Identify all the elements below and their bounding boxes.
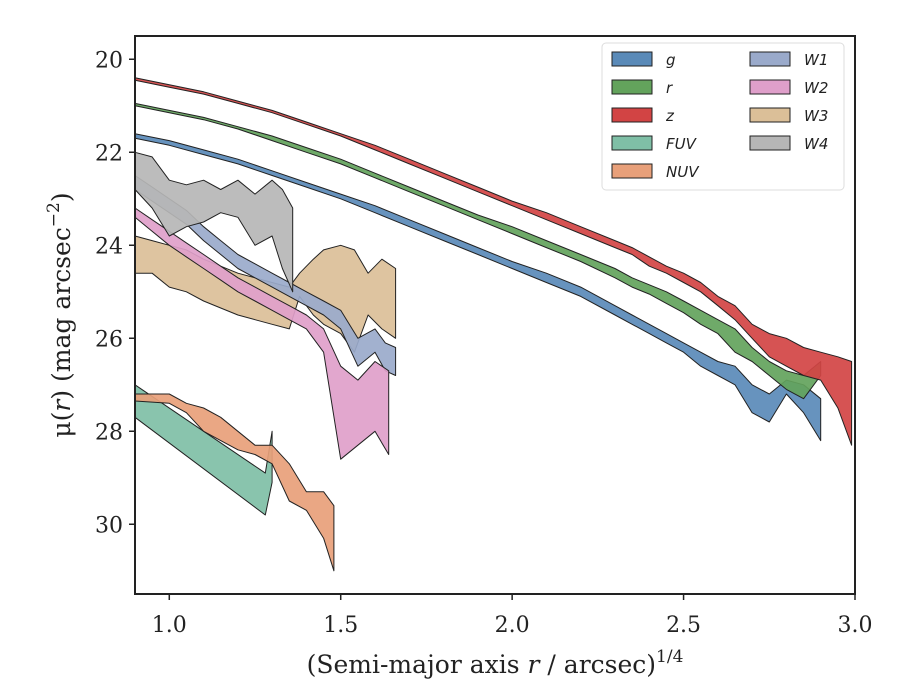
legend-label-r: r <box>666 79 673 97</box>
data-bands <box>134 77 853 572</box>
y-axis-label: μ(r) (mag arcsec−2) <box>44 192 76 437</box>
legend-label-nuv: NUV <box>666 163 700 181</box>
legend-label-fuv: FUV <box>666 135 698 153</box>
band-nuv <box>134 393 335 572</box>
y-tick-label: 26 <box>95 327 123 352</box>
y-tick-label: 20 <box>95 48 123 73</box>
legend-swatch-g <box>611 51 653 67</box>
legend-swatch-w3 <box>749 107 791 123</box>
x-axis-label: (Semi-major axis r / arcsec)1/4 <box>307 647 684 679</box>
band-w2 <box>134 207 390 460</box>
legend: grz FUV NUV W1 W2 W3 W4 <box>601 42 845 191</box>
legend-label-w2: W2 <box>804 79 828 97</box>
x-tick-label: 1.0 <box>152 613 187 638</box>
band-z <box>134 77 853 446</box>
plot-frame <box>134 35 856 595</box>
y-tick-label: 24 <box>95 234 123 259</box>
y-axis: 20 22 24 26 28 30 <box>95 48 135 538</box>
legend-swatch-w4 <box>749 135 791 151</box>
legend-swatch-fuv <box>611 135 653 151</box>
y-tick-label: 28 <box>95 420 123 445</box>
legend-swatch-r <box>611 79 653 95</box>
legend-label-g: g <box>666 51 676 69</box>
x-tick-label: 1.5 <box>323 613 358 638</box>
legend-label-w1: W1 <box>804 51 828 69</box>
x-tick-label: 2.5 <box>666 613 701 638</box>
legend-label-w4: W4 <box>804 135 828 153</box>
legend-swatch-w2 <box>749 79 791 95</box>
legend-label-w3: W3 <box>804 107 828 125</box>
legend-label-z: z <box>665 107 675 125</box>
x-axis: 1.0 1.5 2.0 2.5 3.0 <box>152 594 873 638</box>
legend-swatch-nuv <box>611 163 653 179</box>
legend-swatch-w1 <box>749 51 791 67</box>
band-w1 <box>134 175 397 376</box>
y-tick-label: 22 <box>95 141 123 166</box>
band-g <box>134 133 822 442</box>
legend-swatch-z <box>611 107 653 123</box>
x-tick-label: 2.0 <box>495 613 530 638</box>
band-w4 <box>134 151 294 293</box>
y-tick-label: 30 <box>95 513 123 538</box>
x-tick-label: 3.0 <box>838 613 873 638</box>
